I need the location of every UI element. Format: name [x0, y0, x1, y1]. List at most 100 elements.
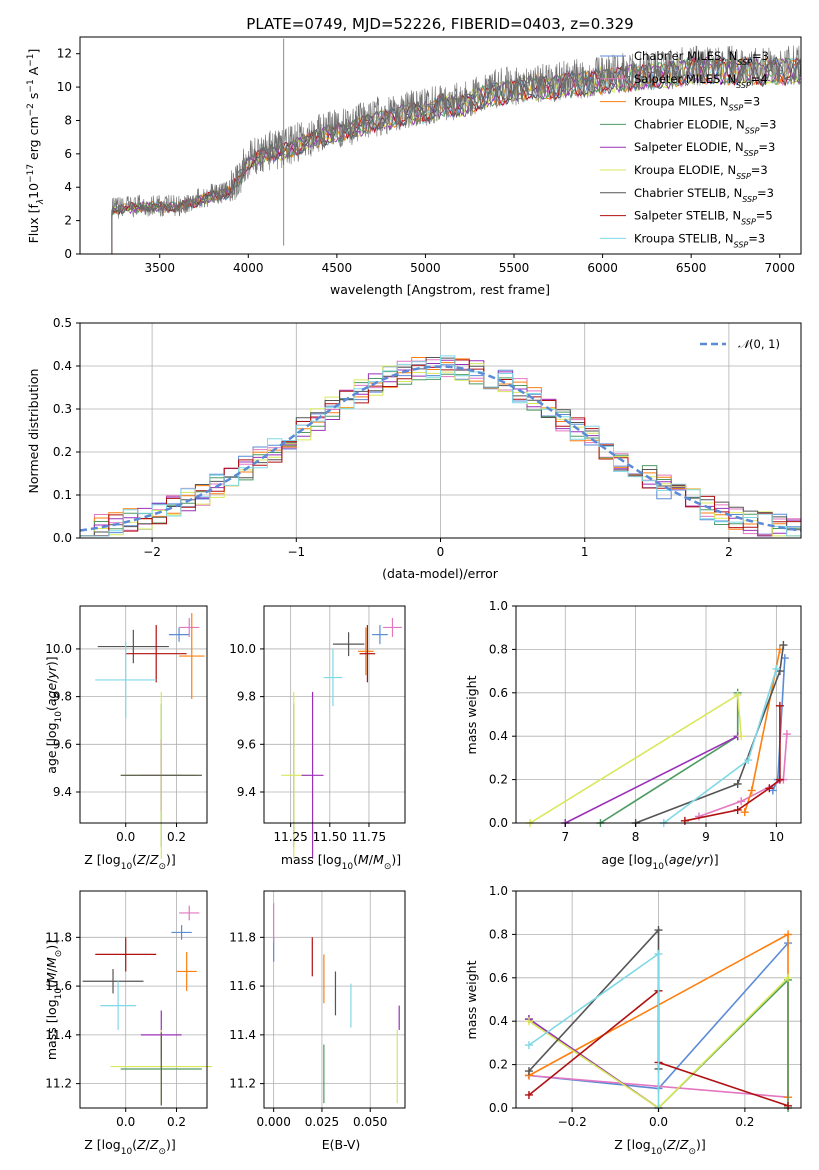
figure-title: PLATE=0749, MJD=52226, FIBERID=0403, z=0…	[246, 15, 633, 33]
spectrum-xtick-label: 4000	[233, 261, 264, 275]
wAge-xtick-label: 7	[561, 830, 569, 844]
hist-normal-curve	[79, 365, 802, 532]
hist-series-8	[80, 355, 801, 537]
wAge-marker	[733, 690, 742, 699]
wZ-ytick-label: 0.8	[489, 927, 508, 941]
massZ-ytick-label: 11.8	[45, 930, 72, 944]
ageM-ytick-label: 10.0	[229, 642, 256, 656]
ageZ-xlabel: Z [log10(Z/Z⊙)]	[84, 852, 176, 872]
wAge-marker	[694, 812, 703, 821]
wZ-marker	[654, 949, 663, 958]
wAge-marker	[779, 641, 788, 650]
age-vs-Z-panel: 0.0 0.2 9.4 9.6 9.8 10.0 Z [log10(Z/Z⊙)] age …	[44, 605, 208, 872]
hist-ylabel: Normed distribution	[26, 369, 41, 494]
wAge-marker	[737, 797, 746, 806]
wAge-marker	[740, 808, 749, 817]
hist-xtick-label: −2	[143, 545, 161, 559]
spectrum-model-3	[111, 56, 801, 254]
spectrum-xtick-label: 7000	[764, 261, 795, 275]
hist-xtick-label: 1	[581, 545, 589, 559]
ageM-frame	[263, 605, 406, 824]
spectrum-xtick-label: 6000	[587, 261, 618, 275]
massE-ytick-label: 11.6	[229, 979, 256, 993]
wAge-marker	[765, 784, 774, 793]
spectrum-frame	[79, 36, 802, 255]
wAge-frame	[515, 605, 802, 824]
ageZ-ytick-label: 10.0	[45, 642, 72, 656]
wAge-series-6	[635, 644, 785, 824]
wAge-marker	[772, 664, 781, 673]
mass-vs-EBV-panel: 0.000 0.025 0.050 11.2 11.4 11.6 11.8 E(B-V)	[229, 890, 406, 1152]
wAge-marker	[775, 701, 784, 710]
wZ-ytick-label: 0.0	[489, 1101, 508, 1115]
massE-ytick-label: 11.4	[229, 1028, 256, 1042]
ageM-xlabel: mass [log10(M/M⊙)]	[281, 852, 401, 872]
spectrum-model-5	[111, 58, 801, 254]
massweight-vs-age-panel: 7 8 9 10 0.0 0.2 0.4 0.6 0.8 1.0 age [log10(age/y…	[464, 599, 802, 872]
spectrum-xtick-label: 6500	[676, 261, 707, 275]
massZ-xtick-label: 0.2	[167, 1115, 186, 1129]
spectrum-legend-label-2: Kroupa MILES, NSSP=3	[634, 95, 760, 113]
wZ-xlabel: Z [log10(Z/Z⊙)]	[614, 1137, 706, 1157]
ageM-ytick-label: 9.6	[237, 737, 256, 751]
hist-xtick-label: −1	[287, 545, 305, 559]
massZ-ylabel: mass [log10(M/M⊙)]	[44, 940, 64, 1060]
ageM-ytick-label: 9.4	[237, 785, 256, 799]
wAge-marker	[680, 816, 689, 825]
residual-hist-panel: −2 −1 0 1 2 0.0 0.1 0.2 0.3 0.4 0.5 𝒩(0, 1) (data-…	[26, 316, 802, 581]
ageZ-ytick-label: 9.6	[53, 737, 72, 751]
wZ-ylabel: mass weight	[464, 960, 479, 1039]
ageZ-frame	[79, 605, 208, 824]
massE-xtick-label: 0.050	[353, 1115, 387, 1129]
massZ-ytick-label: 11.2	[45, 1077, 72, 1091]
spectrum-ytick-label: 0	[64, 247, 72, 261]
hist-ytick-label: 0.5	[53, 316, 72, 330]
wAge-xtick-label: 10	[769, 830, 784, 844]
spectrum-model-8	[111, 56, 801, 254]
spectrum-legend: Chabrier MILES, NSSP=3 Salpeter MILES, NS…	[600, 49, 776, 249]
spectrum-model-7	[111, 55, 801, 254]
wAge-marker	[775, 775, 784, 784]
wAge-marker	[737, 732, 746, 741]
wAge-ytick-label: 0.2	[489, 773, 508, 787]
ageZ-xtick-label: 0.2	[167, 830, 186, 844]
age-vs-mass-panel: 11.25 11.50 11.75 9.4 9.6 9.8 10.0 mass [log10…	[229, 605, 406, 872]
spectrum-ytick-label: 2	[64, 214, 72, 228]
spectrum-xtick-label: 5000	[410, 261, 441, 275]
ageZ-ylabel: age [log10(age/yr)]	[44, 656, 64, 773]
wZ-marker	[784, 973, 793, 982]
wAge-ytick-label: 0.6	[489, 686, 508, 700]
ageZ-xtick-label: 0.0	[116, 830, 135, 844]
wAge-ytick-label: 0.8	[489, 642, 508, 656]
wAge-marker	[733, 805, 742, 814]
massE-ytick-label: 11.8	[229, 930, 256, 944]
wAge-xlabel: age [log10(age/yr)]	[601, 852, 718, 872]
ageM-xtick-label: 11.25	[273, 830, 307, 844]
mass-vs-Z-panel: 0.0 0.2 11.2 11.4 11.6 11.8 Z [log10(Z/Z⊙)] m…	[44, 890, 213, 1157]
hist-legend-label: 𝒩(0, 1)	[738, 337, 780, 351]
wAge-xtick-label: 9	[702, 830, 710, 844]
massE-frame	[263, 890, 406, 1109]
massE-xlabel: E(B-V)	[322, 1137, 361, 1152]
wAge-series-1	[698, 733, 788, 818]
spectrum-panel: 3500 4000 4500 5000 5500 6000 6500 7000 0 2 4 6 8 10 1…	[26, 36, 802, 297]
spectrum-model-1	[111, 56, 801, 254]
spectrum-legend-label-1: Salpeter MILES, NSSP=4	[634, 72, 768, 90]
hist-legend: 𝒩(0, 1)	[700, 337, 780, 351]
hist-xlabel: (data-model)/error	[382, 566, 499, 581]
spectrum-xlabel: wavelength [Angstrom, rest frame]	[330, 282, 550, 297]
wZ-marker	[654, 926, 663, 935]
spectrum-xtick-label: 5500	[499, 261, 530, 275]
spectrum-ytick-label: 6	[64, 147, 72, 161]
spectrum-legend-label-6: Chabrier STELIB, NSSP=3	[634, 186, 774, 204]
wAge-ytick-label: 1.0	[489, 599, 508, 613]
spectrum-ytick-label: 8	[64, 113, 72, 127]
massE-ytick-label: 11.2	[229, 1077, 256, 1091]
massZ-frame	[79, 890, 208, 1109]
massE-xtick-label: 0.000	[256, 1115, 290, 1129]
wAge-ytick-label: 0.4	[489, 729, 508, 743]
wAge-marker	[744, 756, 753, 765]
wZ-ytick-label: 0.4	[489, 1014, 508, 1028]
wZ-marker	[524, 1090, 533, 1099]
